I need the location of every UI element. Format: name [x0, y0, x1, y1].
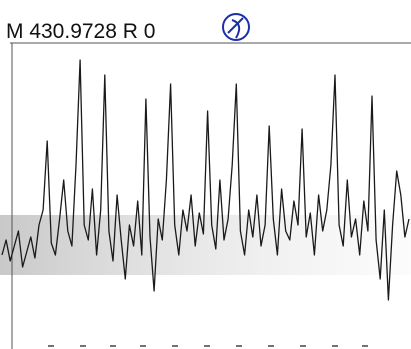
chart-title: M 430.9728 R 0 — [6, 20, 155, 43]
signal-trace — [1, 59, 410, 301]
noise-band — [0, 215, 411, 275]
handwritten-mark — [222, 13, 250, 41]
